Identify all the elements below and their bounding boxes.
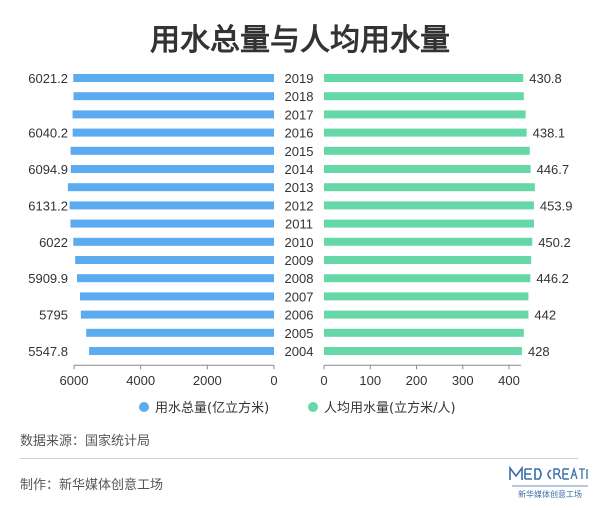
bar-total-water	[72, 110, 274, 119]
bar-per-capita	[324, 328, 524, 337]
year-label: 2014	[285, 162, 314, 177]
year-label: 2007	[285, 289, 314, 304]
year-label: 2012	[285, 198, 314, 213]
bar-per-capita	[324, 92, 524, 101]
year-label: 2011	[285, 217, 313, 232]
bar-total-water	[67, 183, 275, 192]
bar-per-capita	[324, 146, 530, 155]
year-label: 2018	[285, 89, 314, 104]
value-label-total: 6021.2	[28, 71, 68, 86]
year-label: 2019	[285, 71, 314, 86]
bar-per-capita	[324, 110, 526, 119]
bar-total-water	[70, 146, 274, 155]
bar-total-water	[73, 74, 274, 82]
x-tick-label-left: 2000	[193, 373, 222, 388]
bar-per-capita	[324, 347, 522, 355]
value-label-total: 5547.8	[28, 344, 68, 359]
value-label-percapita: 446.7	[537, 162, 570, 177]
bar-per-capita	[324, 183, 535, 192]
bar-total-water	[86, 328, 274, 337]
bar-total-water	[80, 292, 274, 301]
medcreative-logo: 新华媒体创意工场	[509, 465, 588, 499]
bar-total-water	[89, 347, 274, 355]
bar-total-water	[73, 92, 274, 101]
bar-per-capita	[324, 237, 533, 246]
year-label: 2008	[285, 271, 314, 286]
year-label: 2009	[285, 253, 314, 268]
year-label: 2010	[285, 235, 314, 250]
value-label-total: 6040.2	[28, 126, 68, 141]
value-label-percapita: 428	[528, 344, 550, 359]
year-label: 2015	[285, 144, 314, 159]
bar-total-water	[69, 201, 274, 210]
data-source: 数据来源：国家统计局	[20, 434, 151, 449]
legend: 用水总量(亿立方米) 人均用水量(立方米/人)	[139, 400, 456, 416]
legend-marker-percapita	[308, 402, 318, 412]
bar-per-capita	[324, 165, 531, 173]
credit: 制作：新华媒体创意工场	[20, 478, 164, 493]
year-label: 2016	[285, 126, 314, 141]
bar-total-water	[77, 274, 275, 283]
value-label-percapita: 450.2	[538, 235, 571, 250]
legend-marker-total	[139, 402, 149, 412]
x-tick-label-left: 0	[270, 373, 277, 388]
value-label-percapita: 446.2	[536, 271, 569, 286]
year-label: 2013	[285, 180, 314, 195]
x-tick-label-left: 6000	[60, 373, 89, 388]
year-label: 2005	[285, 326, 314, 341]
legend-label-percapita: 人均用水量(立方米/人)	[324, 400, 456, 416]
value-label-total: 6094.9	[28, 162, 68, 177]
x-tick-label-right: 0	[320, 373, 327, 388]
x-tick-label-right: 300	[452, 373, 474, 388]
value-label-percapita: 430.8	[529, 71, 562, 86]
bar-chart: 用水总量与人均用水量 2019 6021.2 430.8 2018 2017 2016 60…	[28, 23, 573, 416]
bar-total-water	[80, 310, 274, 319]
chart-title: 用水总量与人均用水量	[150, 23, 450, 58]
year-label: 2006	[285, 308, 314, 323]
bar-per-capita	[324, 274, 531, 283]
x-tick-label-right: 200	[406, 373, 428, 388]
bar-per-capita	[324, 256, 532, 264]
bar-total-water	[75, 256, 274, 264]
value-label-total: 5909.9	[28, 271, 68, 286]
bar-total-water	[70, 165, 274, 173]
logo-subtitle: 新华媒体创意工场	[518, 489, 582, 499]
value-label-percapita: 453.9	[540, 198, 573, 213]
legend-label-total: 用水总量(亿立方米)	[155, 400, 269, 416]
bar-per-capita	[324, 128, 527, 137]
divider	[20, 458, 578, 459]
x-tick-label-right: 100	[359, 373, 381, 388]
bar-per-capita	[324, 201, 534, 210]
bar-total-water	[70, 219, 274, 228]
value-label-total: 6131.2	[28, 198, 68, 213]
bar-total-water	[73, 237, 275, 246]
bar-per-capita	[324, 219, 534, 228]
value-label-percapita: 442	[534, 308, 556, 323]
bar-per-capita	[324, 292, 529, 301]
value-label-total: 5795	[39, 308, 68, 323]
x-tick-label-right: 400	[498, 373, 520, 388]
bar-total-water	[72, 128, 274, 137]
bar-per-capita	[324, 74, 524, 82]
x-tick-label-left: 4000	[126, 373, 155, 388]
bar-per-capita	[324, 310, 529, 319]
year-label: 2004	[285, 344, 314, 359]
year-label: 2017	[285, 107, 314, 122]
value-label-percapita: 438.1	[533, 126, 566, 141]
value-label-total: 6022	[39, 235, 68, 250]
